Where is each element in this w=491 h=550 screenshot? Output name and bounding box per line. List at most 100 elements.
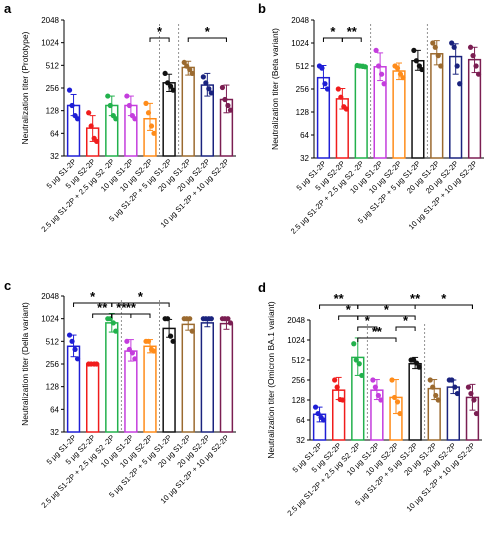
x-category-label: 2.5 μg S1-2P + 2.5 μg S2 -2P xyxy=(289,159,366,236)
data-point xyxy=(168,333,174,339)
data-point xyxy=(435,53,441,59)
y-tick-label: 1024 xyxy=(41,39,59,48)
data-point xyxy=(322,81,328,87)
data-point xyxy=(129,350,135,356)
data-point xyxy=(334,384,340,390)
y-tick-label: 256 xyxy=(46,84,60,93)
significance-label: * xyxy=(138,289,144,304)
panel-letter: b xyxy=(258,1,266,16)
y-tick-label: 256 xyxy=(46,360,60,369)
y-tick-label: 128 xyxy=(46,383,60,392)
data-point xyxy=(184,63,190,69)
data-point xyxy=(394,65,401,71)
bar xyxy=(392,70,406,159)
significance-label: * xyxy=(441,291,447,306)
significance-label: ** xyxy=(97,300,108,315)
data-point xyxy=(378,397,384,403)
y-tick-label: 256 xyxy=(292,376,306,385)
data-point xyxy=(181,59,187,66)
significance-bracket xyxy=(395,326,416,331)
data-point xyxy=(376,63,382,69)
data-point xyxy=(356,361,362,367)
significance-bracket xyxy=(357,326,378,331)
data-point xyxy=(126,102,132,109)
data-point xyxy=(467,44,474,50)
data-point xyxy=(132,356,138,362)
y-tick-label: 1024 xyxy=(287,336,305,345)
data-point xyxy=(225,102,231,109)
bar xyxy=(219,322,234,433)
significance-label: * xyxy=(403,313,409,328)
data-point xyxy=(320,417,327,423)
significance-label: * xyxy=(330,24,336,39)
data-point xyxy=(465,384,472,390)
data-point xyxy=(370,377,376,383)
data-point xyxy=(189,328,195,334)
data-point xyxy=(86,110,92,116)
y-tick-label: 2048 xyxy=(291,16,309,25)
significance-label: ** xyxy=(116,300,127,315)
data-point xyxy=(475,71,482,77)
data-point xyxy=(170,87,176,93)
data-point xyxy=(165,80,171,86)
data-point xyxy=(473,63,479,69)
data-point xyxy=(312,404,319,410)
data-point xyxy=(105,93,111,99)
bar xyxy=(200,322,215,433)
chart-panel-c: c Neutralization titer (Della variant) 32 6… xyxy=(4,278,236,510)
significance-bracket xyxy=(111,313,151,318)
data-point xyxy=(227,320,234,326)
y-axis-label: Neutralization titer (Prototype) xyxy=(20,31,30,144)
data-point xyxy=(110,320,116,326)
y-tick-label: 32 xyxy=(296,436,305,445)
data-point xyxy=(315,410,321,417)
significance-label: ** xyxy=(126,300,137,315)
data-point xyxy=(427,377,433,383)
y-tick-label: 32 xyxy=(50,428,59,437)
significance-label: ** xyxy=(347,24,358,39)
data-point xyxy=(359,372,365,379)
data-point xyxy=(69,338,75,344)
significance-label: * xyxy=(205,24,211,39)
data-point xyxy=(394,399,401,405)
data-point xyxy=(375,392,381,399)
significance-bracket xyxy=(341,37,362,42)
data-point xyxy=(168,83,174,89)
data-point xyxy=(372,384,378,390)
significance-label: * xyxy=(384,302,390,317)
data-point xyxy=(438,63,444,69)
significance-bracket xyxy=(111,302,170,307)
data-point xyxy=(473,410,480,417)
bar xyxy=(430,53,444,159)
y-tick-label: 32 xyxy=(300,154,309,163)
data-point xyxy=(419,66,425,73)
data-point xyxy=(74,356,81,362)
data-point xyxy=(391,394,398,401)
y-tick-label: 2048 xyxy=(41,16,59,25)
bar xyxy=(162,82,176,157)
significance-bracket xyxy=(357,315,416,320)
significance-label: ** xyxy=(334,291,345,306)
data-point xyxy=(113,328,119,334)
data-point xyxy=(143,100,149,106)
data-point xyxy=(430,384,436,390)
data-point xyxy=(165,316,171,322)
significance-label: * xyxy=(90,289,96,304)
data-point xyxy=(340,397,346,403)
y-tick-label: 128 xyxy=(292,396,306,405)
data-point xyxy=(351,341,357,347)
y-tick-label: 32 xyxy=(50,152,59,161)
data-point xyxy=(132,116,138,122)
data-point xyxy=(126,346,132,353)
y-axis-label: Neutralization titer (Della variant) xyxy=(20,302,30,426)
panel-letter: a xyxy=(4,1,12,16)
data-point xyxy=(66,87,73,93)
data-point xyxy=(452,384,458,390)
bar xyxy=(181,66,195,157)
data-point xyxy=(470,53,476,59)
bar xyxy=(408,362,422,441)
data-point xyxy=(343,106,349,112)
data-point xyxy=(411,47,417,53)
data-point xyxy=(66,332,73,338)
data-point xyxy=(397,410,403,417)
